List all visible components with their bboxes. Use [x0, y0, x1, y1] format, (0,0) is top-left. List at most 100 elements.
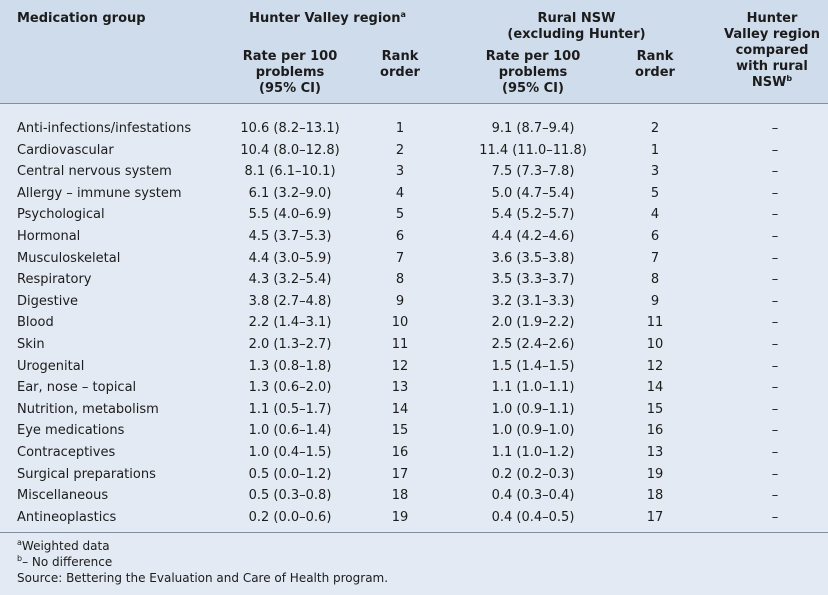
- cell-hv-rate: 1.0 (0.6–1.4): [248, 423, 332, 439]
- footnote-a: aWeighted data: [17, 539, 110, 554]
- cell-group: Respiratory: [17, 272, 92, 288]
- cell-compare: –: [771, 380, 779, 396]
- cell-group: Psychological: [17, 207, 105, 223]
- cell-rural-rate: 4.4 (4.2–4.6): [491, 228, 575, 244]
- table-row: Hormonal 4.5 (3.7–5.3) 6 4.4 (4.2–4.6) 6 –: [0, 226, 828, 248]
- header-rural-rank-line2: order: [635, 65, 675, 80]
- cell-rural-rate: 1.1 (1.0–1.2): [491, 444, 575, 460]
- table-row: Cardiovascular 10.4 (8.0–12.8) 2 11.4 (11.0…: [0, 140, 828, 162]
- cell-compare: –: [771, 336, 779, 352]
- header-compare-line1: Hunter: [746, 11, 798, 26]
- header-hv-rate-line1: Rate per 100: [242, 49, 338, 64]
- cell-hv-rank: 4: [395, 185, 405, 201]
- cell-compare: –: [771, 250, 779, 266]
- cell-hv-rate: 4.5 (3.7–5.3): [248, 228, 332, 244]
- table-row: Anti-infections/infestations 10.6 (8.2–13…: [0, 118, 828, 140]
- cell-rural-rate: 5.0 (4.7–5.4): [491, 185, 575, 201]
- cell-rural-rank: 18: [646, 488, 664, 504]
- cell-hv-rank: 1: [395, 121, 405, 136]
- header-rule: [0, 103, 828, 104]
- table-row: Ear, nose – topical 1.3 (0.6–2.0) 13 1.1 (1…: [0, 377, 828, 399]
- table-row: Respiratory 4.3 (3.2–5.4) 8 3.5 (3.3–3.7) 8 –: [0, 269, 828, 291]
- cell-rural-rank: 6: [650, 228, 660, 244]
- footnote-a-text: Weighted data: [21, 539, 110, 553]
- header-rural-line2: (excluding Hunter): [507, 27, 646, 42]
- header-hv-rate-line2: problems: [255, 65, 325, 80]
- cell-compare: –: [771, 121, 779, 136]
- cell-rural-rate: 1.1 (1.0–1.1): [491, 380, 575, 396]
- cell-group: Cardiovascular: [17, 142, 114, 158]
- cell-rural-rank: 4: [650, 207, 660, 223]
- cell-hv-rank: 13: [391, 380, 409, 396]
- cell-hv-rate: 6.1 (3.2–9.0): [248, 185, 332, 201]
- table-row: Urogenital 1.3 (0.8–1.8) 12 1.5 (1.4–1.5) 12…: [0, 356, 828, 378]
- header-hunter-valley-label: Hunter Valley region: [249, 11, 401, 26]
- cell-rural-rank: 16: [646, 423, 664, 439]
- cell-hv-rank: 8: [395, 272, 405, 288]
- header-rural-nsw: Rural NSW (excluding Hunter): [468, 11, 685, 43]
- header-rural-rate-line3: (95% CI): [502, 81, 564, 96]
- cell-group: Nutrition, metabolism: [17, 401, 159, 417]
- header-compare-line3: compared: [735, 43, 809, 58]
- cell-rural-rank: 5: [650, 185, 660, 201]
- table-row: Musculoskeletal 4.4 (3.0–5.9) 7 3.6 (3.5–3.…: [0, 248, 828, 270]
- cell-hv-rank: 10: [391, 315, 409, 331]
- cell-hv-rank: 3: [395, 164, 405, 180]
- cell-hv-rate: 8.1 (6.1–10.1): [244, 164, 336, 180]
- header-rural-rate-line1: Rate per 100: [485, 49, 581, 64]
- cell-hv-rate: 1.0 (0.4–1.5): [248, 444, 332, 460]
- footnote-a-sup: a: [17, 538, 22, 547]
- header-hv-rate-line3: (95% CI): [259, 81, 321, 96]
- cell-compare: –: [771, 423, 779, 439]
- cell-hv-rate: 1.1 (0.5–1.7): [248, 401, 332, 417]
- cell-rural-rate: 0.4 (0.3–0.4): [491, 488, 575, 504]
- header-hv-rank: Rank order: [370, 49, 430, 81]
- cell-compare: –: [771, 315, 779, 331]
- header-compare-sup: b: [786, 74, 793, 83]
- cell-rural-rank: 14: [646, 380, 664, 396]
- cell-rural-rate: 1.0 (0.9–1.1): [491, 401, 575, 417]
- cell-rural-rank: 17: [646, 509, 664, 525]
- header-hunter-valley: Hunter Valley regiona: [225, 11, 430, 27]
- cell-group: Digestive: [17, 293, 79, 309]
- header-rural-line1: Rural NSW: [537, 11, 616, 26]
- cell-hv-rate: 10.6 (8.2–13.1): [240, 121, 340, 136]
- cell-rural-rate: 2.0 (1.9–2.2): [491, 315, 575, 331]
- cell-hv-rate: 2.0 (1.3–2.7): [248, 336, 332, 352]
- cell-rural-rate: 7.5 (7.3–7.8): [491, 164, 575, 180]
- cell-rural-rate: 3.6 (3.5–3.8): [491, 250, 575, 266]
- header-hv-rank-line2: order: [380, 65, 420, 80]
- cell-hv-rate: 2.2 (1.4–3.1): [248, 315, 332, 331]
- cell-rural-rank: 15: [646, 401, 664, 417]
- header-rural-rank: Rank order: [625, 49, 685, 81]
- cell-hv-rate: 1.3 (0.6–2.0): [248, 380, 332, 396]
- cell-hv-rank: 7: [395, 250, 405, 266]
- cell-hv-rank: 9: [395, 293, 405, 309]
- cell-compare: –: [771, 444, 779, 460]
- cell-compare: –: [771, 207, 779, 223]
- cell-hv-rate: 0.2 (0.0–0.6): [248, 509, 332, 525]
- cell-rural-rank: 11: [646, 315, 664, 331]
- cell-compare: –: [771, 228, 779, 244]
- table-row: Skin 2.0 (1.3–2.7) 11 2.5 (2.4–2.6) 10 –: [0, 334, 828, 356]
- cell-group: Surgical preparations: [17, 466, 156, 482]
- cell-group: Contraceptives: [17, 444, 116, 460]
- table-row: Central nervous system 8.1 (6.1–10.1) 3 7.5…: [0, 161, 828, 183]
- cell-hv-rate: 3.8 (2.7–4.8): [248, 293, 332, 309]
- cell-rural-rate: 5.4 (5.2–5.7): [491, 207, 575, 223]
- footnote-b: b– No difference: [17, 555, 112, 570]
- footer-rule: [0, 532, 828, 533]
- table-row: Digestive 3.8 (2.7–4.8) 9 3.2 (3.1–3.3) 9 –: [0, 291, 828, 313]
- cell-rural-rank: 1: [650, 142, 660, 158]
- footnote-source: Source: Bettering the Evaluation and Car…: [17, 571, 389, 585]
- cell-rural-rank: 10: [646, 336, 664, 352]
- cell-group: Anti-infections/infestations: [17, 121, 192, 136]
- cell-group: Urogenital: [17, 358, 85, 374]
- cell-compare: –: [771, 164, 779, 180]
- cell-group: Blood: [17, 315, 54, 331]
- footnote-b-text: – No difference: [22, 555, 113, 569]
- header-rural-rate-line2: problems: [498, 65, 568, 80]
- cell-rural-rank: 2: [650, 121, 660, 136]
- cell-group: Central nervous system: [17, 164, 172, 180]
